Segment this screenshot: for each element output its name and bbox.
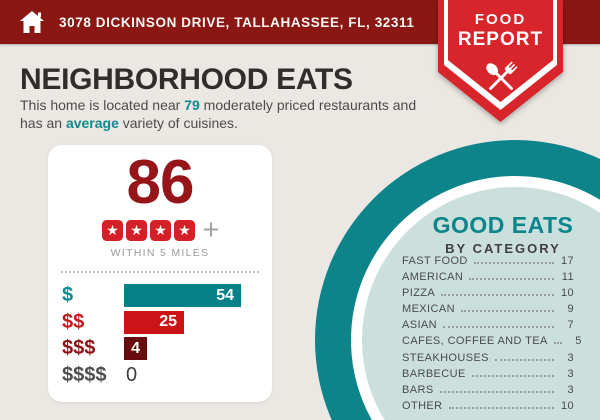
category-value: 17 xyxy=(560,255,574,267)
bar: 25 xyxy=(124,310,184,334)
category-value: 3 xyxy=(567,383,574,396)
dotted-leader xyxy=(473,262,554,264)
dotted-leader xyxy=(460,310,554,313)
price-level-label: $$$ xyxy=(62,337,96,359)
price-bar-row: $54 xyxy=(48,284,272,307)
star-rating: ★ ★ ★ ★ + xyxy=(48,214,272,246)
category-label: CAFES, COFFEE AND TEA xyxy=(402,335,548,348)
category-row: MEXICAN 9 xyxy=(402,303,574,319)
category-list: FAST FOOD 17 AMERICAN 11 PIZZA 10 MEXICAN 9 ASIA… xyxy=(402,255,581,416)
category-row: BARS 3 xyxy=(402,384,574,400)
bar: 54 xyxy=(124,284,241,307)
good-eats-heading: GOOD EATS xyxy=(432,212,574,238)
category-label: BARBECUE xyxy=(402,367,466,380)
star-icon: ★ xyxy=(174,219,196,241)
category-value: 7 xyxy=(567,319,574,332)
category-value: 5 xyxy=(575,335,582,348)
category-row: ASIAN 7 xyxy=(402,319,574,335)
subtitle-text-post: variety of cuisines. xyxy=(118,114,238,131)
bar-value: 0 xyxy=(126,363,138,386)
category-value: 10 xyxy=(560,399,574,412)
food-report-badge: FOOD REPORT xyxy=(438,0,563,122)
star-icon: ★ xyxy=(102,219,124,241)
restaurant-count: 79 xyxy=(184,97,200,113)
radius-label: WITHIN 5 MILES xyxy=(110,247,210,259)
dotted-leader xyxy=(439,390,554,393)
category-row: AMERICAN 11 xyxy=(402,271,574,287)
by-category-subheading: BY CATEGORY xyxy=(445,241,561,256)
category-value: 10 xyxy=(560,287,574,300)
category-label: FAST FOOD xyxy=(402,255,468,267)
star-icon: ★ xyxy=(150,219,172,241)
price-bar-row: $$$$ 0 xyxy=(48,364,272,387)
subtitle-text-pre: This home is located near xyxy=(20,97,185,113)
home-icon xyxy=(19,10,45,34)
bar: 4 xyxy=(124,337,147,360)
category-row: OTHER 10 xyxy=(402,400,574,416)
subtitle-text-mid: moderately priced restaurants and has an xyxy=(20,97,417,131)
category-label: PIZZA xyxy=(402,287,436,300)
badge-line2: REPORT xyxy=(457,29,544,50)
category-row: CAFES, COFFEE AND TEA 5 xyxy=(402,335,581,351)
category-label: AMERICAN xyxy=(402,271,464,284)
price-bar-chart: $54 $$ 25 $$$ 4 $$$$ 0 xyxy=(48,284,272,390)
category-value: 11 xyxy=(561,271,574,284)
page-title: NEIGHBORHOOD EATS xyxy=(20,63,353,96)
dotted-divider xyxy=(61,271,259,273)
price-level-label: $ xyxy=(62,284,74,306)
dotted-leader xyxy=(441,294,554,297)
badge-line1: FOOD xyxy=(474,11,527,28)
bar-value: 4 xyxy=(131,339,140,357)
price-level-label: $$$$ xyxy=(62,363,107,386)
address-text: 3078 DICKINSON DRIVE, TALLAHASSEE, FL, 3… xyxy=(59,14,415,30)
page-subtitle: This home is located near 79 moderately … xyxy=(20,97,432,132)
variety-highlight: average xyxy=(65,114,119,131)
dotted-leader xyxy=(553,342,562,345)
badge-content: FOOD REPORT xyxy=(438,0,563,101)
category-row: STEAKHOUSES 3 xyxy=(402,352,574,368)
plus-icon: + xyxy=(202,214,220,246)
category-row: BARBECUE 3 xyxy=(402,368,574,384)
dotted-leader xyxy=(448,406,554,409)
restaurant-score: 86 xyxy=(126,148,195,217)
category-label: OTHER xyxy=(402,399,443,412)
dotted-leader xyxy=(469,278,554,281)
star-icon: ★ xyxy=(126,219,148,241)
category-label: MEXICAN xyxy=(402,303,455,316)
bar-value: 25 xyxy=(159,313,177,330)
score-card: 86 ★ ★ ★ ★ + WITHIN 5 MILES $54 $$ 25 $$$ 4 $$$$ 0 xyxy=(48,145,272,402)
good-eats-header: GOOD EATS BY CATEGORY xyxy=(393,212,600,256)
price-level-label: $$ xyxy=(62,310,85,333)
dotted-leader xyxy=(494,358,554,361)
bar-value: 54 xyxy=(216,286,234,304)
category-value: 9 xyxy=(567,303,574,316)
category-label: BARS xyxy=(402,383,434,396)
dotted-leader xyxy=(443,326,554,329)
dotted-leader xyxy=(471,374,554,377)
category-label: STEAKHOUSES xyxy=(402,351,489,364)
price-bar-row: $$ 25 xyxy=(48,310,272,334)
price-bar-row: $$$ 4 xyxy=(48,337,272,360)
category-value: 3 xyxy=(567,367,574,380)
category-row: PIZZA 10 xyxy=(402,287,574,303)
crossed-spoon-fork-icon xyxy=(438,55,563,101)
category-value: 3 xyxy=(567,351,574,364)
category-row: FAST FOOD 17 xyxy=(402,255,574,271)
category-label: ASIAN xyxy=(402,319,438,332)
